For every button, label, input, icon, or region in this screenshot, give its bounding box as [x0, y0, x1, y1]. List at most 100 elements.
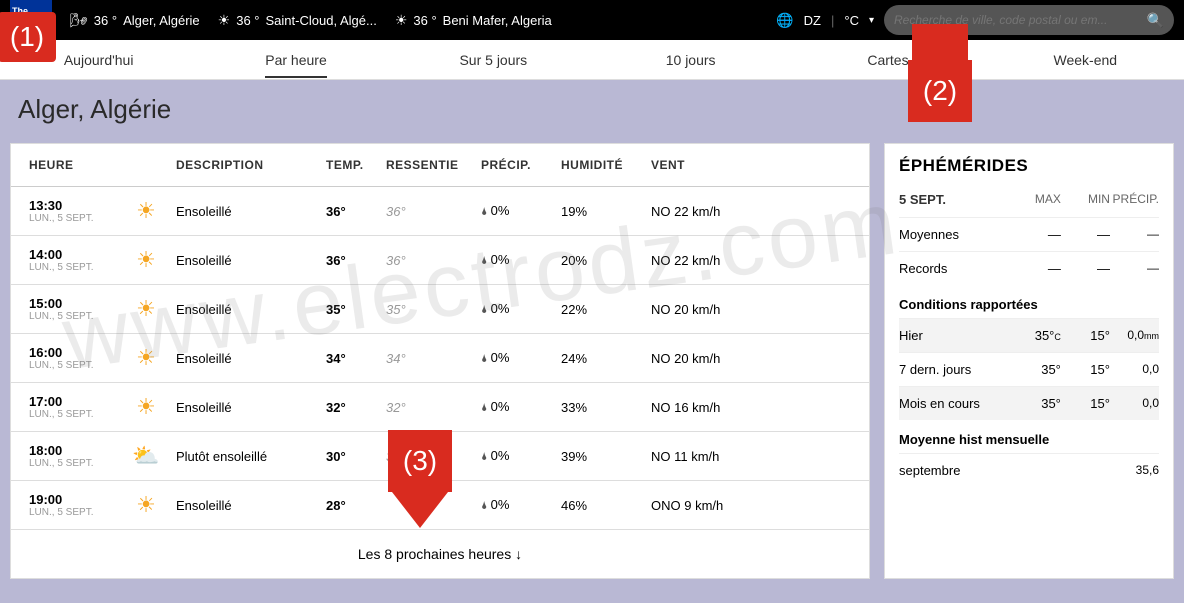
ressentie-cell: 36°	[386, 253, 481, 268]
drop-icon: 🌢	[481, 206, 488, 218]
nav-item[interactable]: Week-end	[987, 42, 1184, 78]
ressentie-cell: 36°	[386, 204, 481, 219]
ephem-row: septembre 35,6	[899, 453, 1159, 487]
ephem-label: Mois en cours	[899, 396, 1007, 411]
ephem-label: 7 dern. jours	[899, 362, 1007, 377]
description-cell: Plutôt ensoleillé	[176, 449, 326, 464]
ephem-precip: 0,0mm	[1110, 328, 1159, 343]
table-row[interactable]: 13:30LUN., 5 SEPT. ☀ Ensoleillé 36° 36° …	[11, 187, 869, 236]
chevron-down-icon[interactable]: ▾	[869, 15, 874, 26]
time-cell: 13:30LUN., 5 SEPT.	[21, 198, 116, 224]
humid-cell: 39%	[561, 449, 651, 464]
unit-toggle[interactable]: °C	[844, 13, 859, 28]
humid-cell: 19%	[561, 204, 651, 219]
time-cell: 15:00LUN., 5 SEPT.	[21, 296, 116, 322]
ephem-min: 15°	[1061, 396, 1110, 411]
location-name: Alger, Algérie	[123, 13, 200, 28]
ephem-row: Hier 35°C 15° 0,0mm	[899, 318, 1159, 352]
header-ressentie: RESSENTIE	[386, 158, 481, 172]
ephem-precip: —	[1110, 227, 1159, 242]
precip-cell: 🌢0%	[481, 399, 561, 415]
table-row[interactable]: 15:00LUN., 5 SEPT. ☀ Ensoleillé 35° 35° …	[11, 285, 869, 334]
weather-icon: ☀	[116, 394, 176, 420]
nav-bar: Aujourd'huiPar heureSur 5 jours10 joursC…	[0, 40, 1184, 80]
humid-cell: 46%	[561, 498, 651, 513]
location-quick-link[interactable]: ☀36 °Beni Mafer, Algeria	[395, 12, 552, 29]
header-heure: HEURE	[21, 158, 176, 172]
table-row[interactable]: 16:00LUN., 5 SEPT. ☀ Ensoleillé 34° 34° …	[11, 334, 869, 383]
ephem-min	[1061, 463, 1110, 478]
vent-cell: ONO 9 km/h	[651, 498, 771, 513]
globe-icon: 🌐	[776, 12, 793, 29]
callout-2	[912, 24, 968, 60]
vent-cell: NO 22 km/h	[651, 204, 771, 219]
temp-cell: 34°	[326, 351, 386, 366]
country-code[interactable]: DZ	[804, 13, 821, 28]
description-cell: Ensoleillé	[176, 400, 326, 415]
time-cell: 19:00LUN., 5 SEPT.	[21, 492, 116, 518]
precip-cell: 🌢0%	[481, 448, 561, 464]
table-header: HEURE DESCRIPTION TEMP. RESSENTIE PRÉCIP…	[11, 144, 869, 187]
drop-icon: 🌢	[481, 353, 488, 365]
weather-icon: ☀	[116, 198, 176, 224]
nav-item[interactable]: Sur 5 jours	[395, 42, 592, 78]
ephem-col-max: MAX	[1007, 192, 1061, 207]
description-cell: Ensoleillé	[176, 204, 326, 219]
weather-icon: ☀	[116, 296, 176, 322]
more-hours-link[interactable]: Les 8 prochaines heures ↓	[358, 546, 522, 562]
ephem-precip: 0,0	[1110, 362, 1159, 377]
time-cell: 17:00LUN., 5 SEPT.	[21, 394, 116, 420]
nav-item-label: Week-end	[1054, 52, 1118, 68]
ephem-label: Records	[899, 261, 1007, 276]
ressentie-cell: 35°	[386, 302, 481, 317]
location-quick-link[interactable]: ☀36 °Saint-Cloud, Algé...	[218, 12, 377, 29]
ephem-col-min: MIN	[1061, 192, 1110, 207]
ephem-label: Moyennes	[899, 227, 1007, 242]
ephem-precip: 0,0	[1110, 396, 1159, 411]
ephemerides-title: ÉPHÉMÉRIDES	[899, 156, 1159, 176]
search-icon[interactable]: 🔍	[1147, 12, 1164, 29]
weather-icon: ☀	[116, 345, 176, 371]
ephem-max: 35°C	[1007, 328, 1061, 343]
page-title: Alger, Algérie	[0, 80, 1184, 143]
precip-cell: 🌢0%	[481, 252, 561, 268]
location-quick-link[interactable]: 🌬36 °Alger, Algérie	[70, 12, 200, 29]
table-row[interactable]: 14:00LUN., 5 SEPT. ☀ Ensoleillé 36° 36° …	[11, 236, 869, 285]
top-bar: The Weather Ch 🌬36 °Alger, Algérie☀36 °S…	[0, 0, 1184, 40]
ephem-min: —	[1061, 227, 1110, 242]
location-temp: 36 °	[413, 13, 436, 28]
vent-cell: NO 16 km/h	[651, 400, 771, 415]
humid-cell: 22%	[561, 302, 651, 317]
more-hours-row: Les 8 prochaines heures ↓	[11, 530, 869, 578]
callout-1: (1)	[0, 12, 56, 62]
ressentie-cell: 32°	[386, 400, 481, 415]
precip-cell: 🌢0%	[481, 301, 561, 317]
time-cell: 18:00LUN., 5 SEPT.	[21, 443, 116, 469]
drop-icon: 🌢	[481, 402, 488, 414]
time-cell: 16:00LUN., 5 SEPT.	[21, 345, 116, 371]
temp-cell: 32°	[326, 400, 386, 415]
description-cell: Ensoleillé	[176, 302, 326, 317]
ephem-row: 7 dern. jours 35° 15° 0,0	[899, 352, 1159, 386]
ephem-row: Mois en cours 35° 15° 0,0	[899, 386, 1159, 420]
drop-icon: 🌢	[481, 500, 488, 512]
ephem-label: Hier	[899, 328, 1007, 343]
drop-icon: 🌢	[481, 304, 488, 316]
nav-item[interactable]: Par heure	[197, 42, 394, 78]
ephem-row: Moyennes — — —	[899, 217, 1159, 251]
nav-item[interactable]: 10 jours	[592, 42, 789, 78]
hist-title: Moyenne hist mensuelle	[899, 432, 1159, 447]
time-cell: 14:00LUN., 5 SEPT.	[21, 247, 116, 273]
callout-3: (3)	[388, 430, 452, 492]
precip-cell: 🌢0%	[481, 203, 561, 219]
description-cell: Ensoleillé	[176, 351, 326, 366]
ephem-max: —	[1007, 227, 1061, 242]
weather-icon: ☀	[116, 492, 176, 518]
ephemerides-header: 5 SEPT. MAX MIN PRÉCIP.	[899, 192, 1159, 207]
ephemerides-panel: ÉPHÉMÉRIDES 5 SEPT. MAX MIN PRÉCIP. Moye…	[884, 143, 1174, 579]
table-row[interactable]: 17:00LUN., 5 SEPT. ☀ Ensoleillé 32° 32° …	[11, 383, 869, 432]
weather-icon: ☀	[116, 247, 176, 273]
temp-cell: 30°	[326, 449, 386, 464]
weather-icon: 🌬	[70, 12, 88, 29]
nav-item-label: 10 jours	[666, 52, 716, 68]
